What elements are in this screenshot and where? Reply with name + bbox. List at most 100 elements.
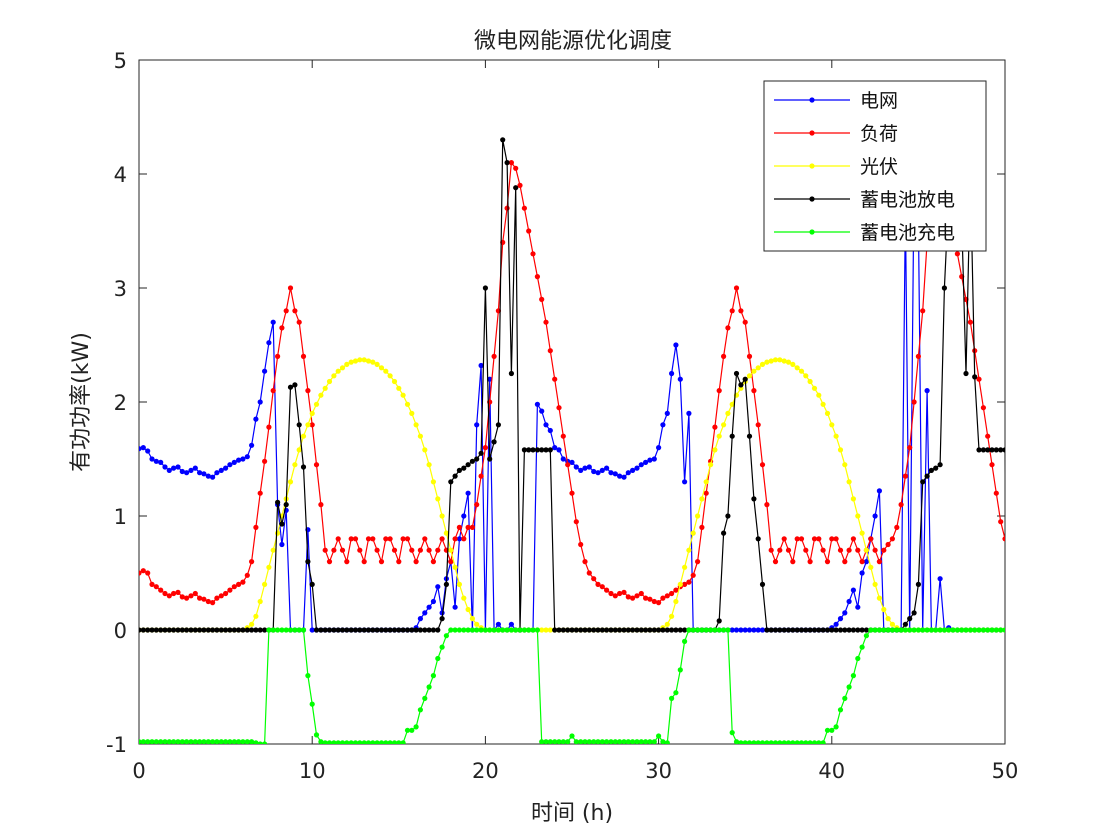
data-point	[339, 547, 346, 553]
data-point	[249, 739, 255, 744]
data-point	[409, 547, 415, 553]
data-point	[223, 465, 229, 471]
data-point	[365, 627, 372, 633]
data-point	[993, 447, 999, 453]
data-point	[604, 627, 610, 633]
data-point	[426, 627, 432, 633]
data-point	[842, 627, 848, 633]
data-point	[487, 627, 493, 633]
data-point	[253, 740, 259, 744]
data-point	[456, 524, 462, 531]
data-point	[244, 739, 250, 744]
data-point	[396, 559, 402, 565]
chart-title: 微电网能源优化调度	[474, 29, 672, 54]
data-point	[547, 739, 553, 744]
data-point	[552, 445, 558, 451]
data-point	[482, 627, 488, 633]
data-point	[153, 458, 159, 464]
data-point	[378, 365, 385, 371]
data-point	[612, 593, 618, 599]
data-point	[885, 616, 891, 622]
data-point	[721, 353, 727, 359]
data-point	[673, 587, 679, 593]
data-point	[552, 376, 558, 382]
data-point	[262, 741, 268, 744]
data-point	[712, 447, 718, 453]
data-point	[417, 547, 423, 553]
data-point	[521, 627, 528, 633]
data-point	[703, 479, 709, 485]
data-point	[335, 740, 341, 744]
data-point	[725, 513, 731, 519]
data-point	[643, 627, 649, 633]
data-point	[798, 740, 805, 744]
data-point	[798, 627, 805, 633]
data-point	[846, 547, 852, 553]
data-point	[824, 727, 831, 733]
data-point	[1067, 627, 1072, 632]
data-point	[339, 365, 346, 371]
data-point	[478, 627, 484, 633]
data-point	[807, 378, 813, 385]
x-tick-label: 0	[132, 759, 145, 783]
data-point	[158, 587, 164, 593]
data-point	[361, 740, 367, 744]
data-point	[236, 457, 242, 463]
data-point	[223, 739, 229, 744]
data-point	[443, 530, 449, 536]
data-point	[972, 374, 978, 380]
data-point	[759, 581, 766, 588]
data-point	[201, 471, 207, 477]
x-axis-label: 时间 (h)	[531, 801, 613, 826]
data-point	[638, 739, 644, 744]
data-point	[344, 627, 350, 633]
data-point	[491, 627, 497, 633]
data-point	[578, 467, 584, 473]
data-point	[478, 450, 484, 456]
data-point	[582, 559, 588, 565]
data-point	[565, 462, 571, 468]
data-point	[772, 559, 779, 565]
x-tick-label: 40	[818, 759, 845, 783]
data-point	[339, 740, 346, 744]
data-point	[305, 559, 311, 565]
data-point	[868, 627, 874, 633]
data-point	[249, 627, 255, 633]
data-point	[820, 547, 826, 553]
data-point	[205, 598, 211, 605]
data-point	[573, 627, 579, 633]
data-point	[430, 479, 436, 485]
data-point	[967, 627, 974, 633]
data-point	[218, 467, 224, 473]
data-point	[487, 376, 493, 382]
data-point	[573, 519, 579, 525]
data-point	[950, 627, 956, 633]
data-point	[378, 627, 385, 633]
data-point	[777, 627, 783, 633]
data-point	[669, 590, 675, 597]
data-point	[166, 739, 172, 744]
data-point	[1093, 627, 1098, 632]
data-point	[179, 627, 185, 633]
data-point	[630, 595, 636, 601]
data-point	[850, 627, 857, 633]
data-point	[738, 382, 744, 388]
data-point	[876, 595, 883, 601]
data-point	[322, 547, 328, 553]
data-point	[915, 627, 922, 633]
data-point	[400, 740, 406, 744]
data-point	[543, 739, 549, 744]
data-point	[703, 627, 709, 633]
data-point	[794, 627, 800, 633]
data-point	[539, 296, 545, 302]
data-point	[837, 707, 844, 713]
data-point	[374, 361, 380, 367]
data-point	[599, 467, 605, 473]
data-point	[859, 627, 865, 633]
data-point	[612, 627, 618, 633]
data-point	[452, 604, 458, 610]
data-point	[1063, 627, 1068, 632]
data-point	[794, 536, 800, 542]
data-point	[790, 361, 796, 367]
data-point	[192, 590, 198, 597]
